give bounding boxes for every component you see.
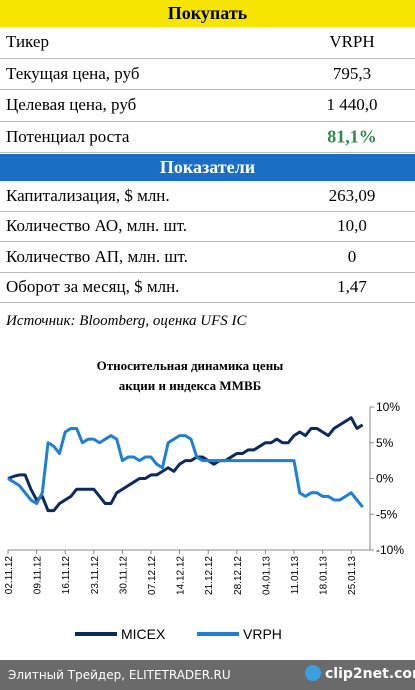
row-value: 81,1% [327,126,377,147]
footer: Элитный Трейдер, ELITETRADER.RU clip2net… [0,660,415,690]
line-series [7,416,364,513]
table-row: Потенциал роста 81,1% [0,122,415,153]
row-label: Целевая цена, руб [6,95,137,115]
table-row: Тикер VRPH [0,27,415,59]
y-tick-label: -10% [376,543,404,557]
legend-label: VRPH [243,626,282,642]
section-header: Покупать [0,0,415,27]
y-tick-label: 0% [376,472,394,486]
row-label: Капитализация, $ млн. [6,185,170,205]
footer-text: Элитный Трейдер, ELITETRADER.RU [8,668,231,682]
row-value: 0 [347,246,357,266]
table-row: Целевая цена, руб 1 440,0 [0,90,415,122]
x-tick-label: 16.11.12 [61,556,72,595]
x-tick-label: 11.01.13 [290,556,301,595]
table-row: Текущая цена, руб 795,3 [0,59,415,90]
y-tick-label: -5% [376,507,398,521]
table-row: Капитализация, $ млн. 263,09 [0,181,415,212]
x-tick-label: 14.12.12 [176,556,187,595]
row-label: Текущая цена, руб [6,63,140,83]
chart-title: акции и индекса ММВБ [119,378,261,393]
table-row: Количество АП, млн. шт. 0 [0,242,415,273]
row-label: Тикер [6,32,49,52]
row-value: 263,09 [328,185,376,205]
source-note: Источник: Bloomberg, оценка UFS IC [6,313,247,329]
line-series [7,426,364,509]
x-tick-label: 21.12.12 [204,556,215,595]
table-row: Оборот за месяц, $ млн. 1,47 [0,273,415,303]
legend-label: MICEX [121,626,166,642]
row-value: 1 440,0 [326,95,378,115]
row-value: 10,0 [337,216,367,236]
x-tick-label: 04.01.13 [261,556,272,595]
logo: clip2net.com [325,666,415,682]
x-tick-label: 02.11.12 [4,556,15,595]
row-value: 1,47 [337,277,367,297]
y-tick-label: 5% [376,436,394,450]
row-label: Оборот за месяц, $ млн. [6,277,180,297]
chart-title: Относительная динамика цены [97,358,284,373]
row-label: Количество АО, млн. шт. [6,216,188,236]
x-tick-label: 07.12.12 [147,556,158,595]
x-tick-label: 30.11.12 [118,556,129,595]
table-row: Количество АО, млн. шт. 10,0 [0,212,415,242]
x-tick-label: 18.01.13 [319,556,330,595]
row-label: Потенциал роста [6,126,130,146]
x-tick-label: 23.11.12 [90,556,101,595]
row-value: 795,3 [332,63,372,83]
x-tick-label: 28.12.12 [233,556,244,595]
row-label: Количество АП, млн. шт. [6,246,188,266]
y-tick-label: 10% [376,400,400,414]
row-value: VRPH [329,32,375,52]
logo-icon [305,665,321,681]
x-tick-label: 25.01.13 [347,556,358,595]
x-tick-label: 09.11.12 [33,556,44,595]
section-header: Показатели [0,154,415,181]
chart: Относительная динамика цены акции и индек… [4,358,404,642]
